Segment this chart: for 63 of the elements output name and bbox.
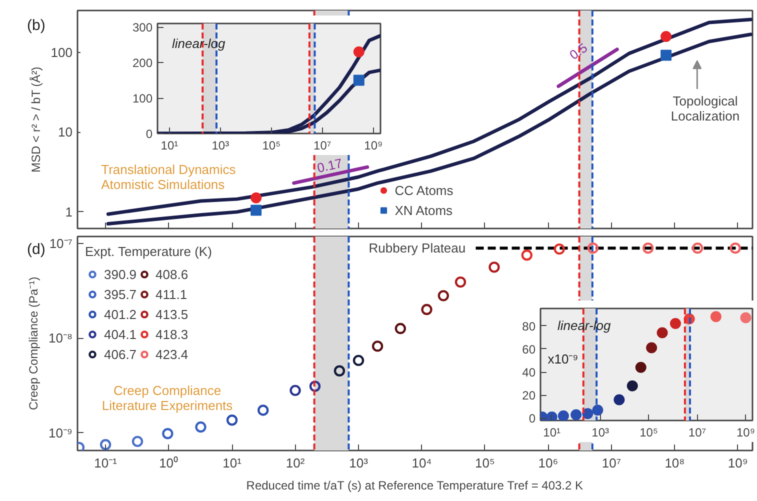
x-tick-label: 10⁵: [475, 456, 495, 470]
annotation: Topological Localization: [670, 93, 740, 124]
annotation: x10⁻⁹: [548, 351, 578, 366]
x-tick-label: 10⁶: [538, 456, 558, 470]
x-tick-label: 10⁹: [736, 426, 755, 440]
text: (b): [27, 16, 46, 36]
legend-label: 406.7: [104, 346, 137, 362]
annotation: 0.5: [566, 40, 590, 63]
x-tick-label: 10⁹: [364, 138, 383, 152]
annotation: 0.17: [316, 156, 344, 176]
y-tick-label: 20: [522, 388, 536, 403]
y-tick-label: 40: [522, 366, 536, 380]
x-tick-label: 10⁵: [640, 426, 658, 440]
y-axis-title: MSD < r² > / bT (Å²): [28, 66, 43, 173]
y-tick-label: 200: [132, 56, 153, 70]
y-tick-label: 10: [58, 124, 73, 140]
legend-label: 390.9: [104, 266, 137, 282]
legend-label: CC Atoms: [394, 182, 454, 198]
legend-label: 423.4: [156, 346, 188, 362]
y-tick-label: 60: [522, 342, 536, 356]
text: (d): [27, 240, 46, 260]
x-tick-label: 10⁸: [664, 456, 685, 470]
legend-label: 418.3: [156, 326, 188, 342]
x-tick-label: 10⁴: [412, 456, 432, 470]
y-tick-label: 1: [65, 204, 73, 220]
x-tick-label: 10³: [212, 138, 230, 152]
x-tick-label: 10²: [286, 456, 306, 470]
annotation: Translational Dynamics Atomistic Simulations: [101, 162, 236, 192]
x-tick-label: 10⁻¹: [94, 456, 118, 470]
y-tick-label: 10⁻⁸: [48, 330, 73, 346]
x-tick-label: 10⁷: [314, 138, 332, 152]
y-tick-label: 10⁻⁷: [49, 236, 73, 251]
x-axis-title: Reduced time t/aT (s) at Reference Temperature Tref = 403.2 K: [246, 478, 584, 492]
y-tick-label: 80: [522, 319, 536, 334]
x-tick-label: 10⁷: [602, 456, 622, 470]
legend-label: 408.6: [156, 266, 188, 282]
y-tick-label: 0: [528, 412, 536, 426]
y-tick-label: 100: [50, 44, 73, 60]
annotation: Creep Compliance Literature Experiments: [102, 383, 234, 414]
legend-label: 404.1: [104, 326, 137, 342]
annotation: linear-log: [557, 318, 612, 333]
y-axis-title: Creep Compliance (Pa⁻¹): [26, 276, 40, 410]
x-tick-label: 10⁵: [262, 138, 281, 152]
legend-title: Expt. Temperature (K): [85, 244, 212, 259]
x-tick-label: 10¹: [160, 138, 178, 152]
x-tick-label: 10⁰: [159, 456, 179, 470]
legend-label: XN Atoms: [394, 202, 453, 218]
x-tick-label: 10³: [349, 456, 369, 470]
legend-label: 395.7: [104, 286, 137, 302]
ref-line-label: Rubbery Plateau: [368, 240, 466, 256]
x-tick-label: 10¹: [222, 456, 242, 470]
x-tick-label: 10³: [592, 426, 610, 440]
y-tick-label: 0: [146, 127, 153, 141]
y-tick-label: 300: [132, 20, 153, 35]
annotation: linear-log: [172, 36, 226, 51]
x-tick-label: 10⁹: [728, 456, 748, 470]
legend-label: 401.2: [104, 306, 137, 322]
y-tick-label: 100: [132, 92, 153, 106]
legend-label: 413.5: [156, 306, 188, 322]
x-tick-label: 10¹: [543, 426, 561, 440]
legend-label: 411.1: [156, 286, 188, 302]
x-tick-label: 10⁷: [688, 426, 706, 440]
y-tick-label: 10⁻⁹: [48, 425, 73, 440]
